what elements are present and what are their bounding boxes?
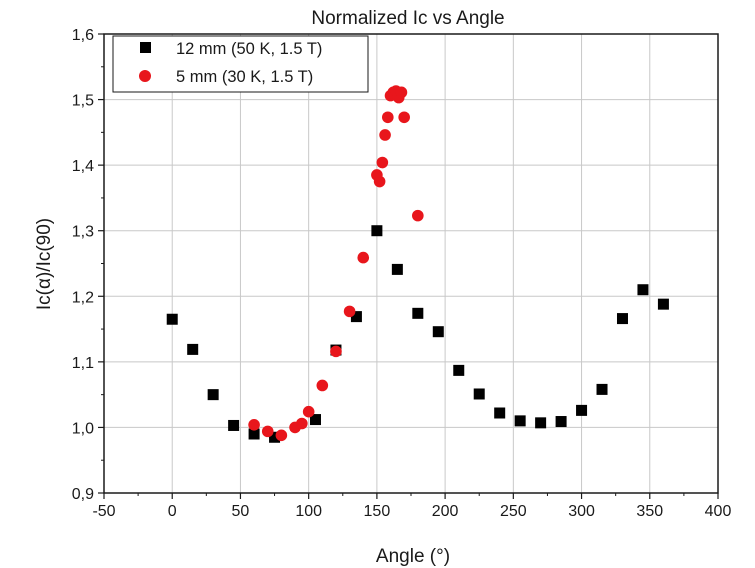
x-tick-label: -50 (92, 503, 115, 520)
data-point-circle (398, 111, 410, 124)
data-point-square (207, 389, 219, 401)
x-tick-label: 300 (568, 503, 595, 520)
data-point-square (309, 414, 321, 426)
data-point-circle (357, 251, 370, 264)
data-point-circle (316, 379, 329, 392)
data-point-square (473, 388, 485, 400)
x-tick-label: 0 (168, 503, 177, 520)
data-point-circle (330, 345, 342, 358)
data-marks (166, 85, 669, 443)
legend-label-5mm: 5 mm (30 K, 1.5 T) (176, 68, 313, 86)
y-tick-label: 1,6 (72, 27, 94, 44)
legend-box (112, 35, 369, 93)
data-point-square (637, 284, 649, 296)
legend: 12 mm (50 K, 1.5 T) 5 mm (30 K, 1.5 T) (112, 35, 369, 93)
data-point-circle (382, 111, 394, 124)
data-point-square (616, 313, 628, 325)
y-axis-title: Ic(α)/Ic(90) (34, 218, 55, 310)
data-point-square (187, 343, 199, 355)
y-tick-label: 1,0 (72, 420, 94, 437)
data-point-square (494, 407, 506, 419)
tick-labels: -50 0 50 100 150 200 250 300 350 400 0,9 1,0 1,1 1,2 1… (72, 27, 732, 520)
data-point-square (514, 415, 526, 427)
data-point-square (657, 298, 669, 310)
data-point-square (350, 311, 362, 323)
y-tick-label: 1,5 (72, 93, 94, 110)
y-tick-label: 1,4 (72, 158, 94, 175)
x-tick-label: 350 (636, 503, 663, 520)
data-point-circle (373, 175, 386, 188)
data-point-circle (343, 305, 356, 318)
y-tick-label: 0,9 (72, 486, 94, 503)
data-point-circle (248, 419, 260, 431)
x-tick-label: 150 (364, 503, 391, 520)
y-tick-label: 1,1 (72, 355, 94, 372)
data-point-square (555, 416, 567, 428)
axis-ticks (98, 33, 719, 499)
x-axis-title: Angle (°) (376, 546, 450, 567)
data-point-circle (395, 86, 408, 99)
legend-marker-circle (139, 70, 151, 82)
data-point-square (371, 225, 383, 237)
data-point-circle (296, 417, 308, 430)
x-tick-label: 100 (295, 503, 322, 520)
x-tick-label: 50 (232, 503, 250, 520)
data-point-square (228, 419, 240, 431)
data-point-square (453, 364, 465, 376)
chart-title: Normalized Ic vs Angle (311, 8, 504, 29)
y-tick-label: 1,2 (72, 289, 94, 306)
y-tick-label: 1,3 (72, 224, 94, 241)
data-point-circle (412, 209, 424, 222)
series-2 (248, 85, 424, 442)
data-point-square (166, 313, 178, 325)
x-tick-label: 250 (500, 503, 527, 520)
data-point-square (432, 326, 444, 338)
x-tick-label: 200 (432, 503, 459, 520)
data-point-square (596, 383, 608, 395)
data-point-circle (379, 129, 391, 141)
data-point-square (535, 417, 547, 429)
data-point-circle (261, 425, 274, 438)
data-point-square (412, 307, 424, 319)
data-point-square (248, 428, 260, 440)
legend-label-12mm: 12 mm (50 K, 1.5 T) (176, 40, 322, 58)
data-point-square (269, 431, 281, 443)
data-point-circle (376, 156, 389, 169)
legend-marker-square (140, 42, 151, 53)
grid (104, 34, 718, 493)
data-point-square (391, 263, 403, 275)
data-point-circle (275, 429, 288, 442)
x-tick-label: 400 (705, 503, 732, 520)
data-point-square (576, 404, 588, 416)
data-point-circle (302, 405, 315, 418)
